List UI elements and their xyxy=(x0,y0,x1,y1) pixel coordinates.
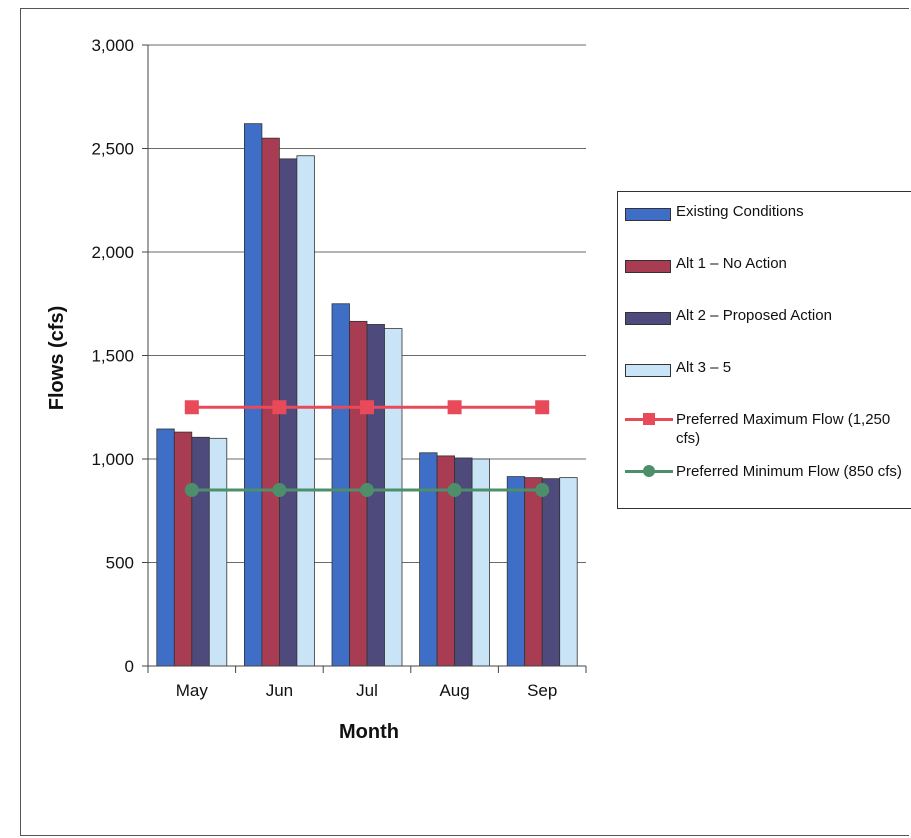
legend-item: Preferred Maximum Flow (1,250 cfs) xyxy=(618,410,911,450)
y-tick-label: 2,500 xyxy=(91,140,134,159)
line-point xyxy=(447,483,462,498)
axes: 0 500 1,000 1,500 2,000 2,500 3,000 May Jun Jul Au… xyxy=(91,36,587,700)
reference-lines xyxy=(184,400,550,498)
legend-label: Alt 1 – No Action xyxy=(676,255,787,272)
line-point xyxy=(360,400,374,415)
legend-swatch xyxy=(625,364,671,377)
bar xyxy=(191,436,210,667)
bar xyxy=(506,476,526,667)
legend-item: Alt 2 – Proposed Action xyxy=(618,306,911,346)
bar xyxy=(173,431,193,667)
y-tick-label: 1,500 xyxy=(91,347,134,366)
line-point xyxy=(535,483,550,498)
line-point xyxy=(447,400,462,415)
bar xyxy=(524,477,543,667)
bars xyxy=(156,123,578,667)
x-tick-label: Aug xyxy=(439,681,469,700)
x-tick-label: May xyxy=(176,681,209,700)
line-point xyxy=(535,400,550,415)
legend-marker xyxy=(643,465,655,477)
legend-marker xyxy=(643,413,655,425)
legend-line-key xyxy=(625,465,673,477)
line-point xyxy=(360,483,374,498)
line-point xyxy=(184,400,199,415)
legend-label: Preferred Maximum Flow (1,250 cfs) xyxy=(676,411,891,447)
bar xyxy=(559,477,578,667)
bar xyxy=(243,123,263,667)
x-tick-label: Jun xyxy=(266,681,293,700)
bar xyxy=(208,437,228,667)
legend-item: Alt 3 – 5 xyxy=(618,358,911,398)
bar xyxy=(331,303,350,667)
bar xyxy=(384,328,403,667)
legend-item: Preferred Minimum Flow (850 cfs) xyxy=(618,462,911,502)
y-tick-label: 500 xyxy=(106,554,134,573)
line-point xyxy=(272,483,287,498)
legend-label: Alt 2 – Proposed Action xyxy=(676,307,832,324)
y-axis-title: Flows (cfs) xyxy=(46,306,68,410)
legend-item: Alt 1 – No Action xyxy=(618,254,911,294)
bar xyxy=(156,428,175,667)
legend-label: Preferred Minimum Flow (850 cfs) xyxy=(676,463,902,480)
x-tick-label: Sep xyxy=(527,681,557,700)
legend-label: Existing Conditions xyxy=(676,203,804,220)
bar xyxy=(419,452,438,667)
x-tick-label: Jul xyxy=(356,681,378,700)
bar xyxy=(541,478,561,667)
legend-label: Alt 3 – 5 xyxy=(676,359,732,376)
legend-swatch xyxy=(625,312,671,325)
y-tick-label: 0 xyxy=(125,657,134,676)
y-tick-label: 2,000 xyxy=(91,243,134,262)
legend-line-key xyxy=(625,413,673,425)
legend-swatch xyxy=(625,208,671,221)
legend-item: Existing Conditions xyxy=(618,202,911,242)
y-tick-label: 3,000 xyxy=(91,36,134,55)
chart-legend: Existing Conditions Alt 1 – No Action Alt … xyxy=(617,191,911,509)
bar xyxy=(296,155,315,667)
line-point xyxy=(272,400,287,415)
line-point xyxy=(184,483,199,498)
x-axis-title: Month xyxy=(339,721,399,743)
y-tick-label: 1,000 xyxy=(91,450,134,469)
legend-swatch xyxy=(625,260,671,273)
